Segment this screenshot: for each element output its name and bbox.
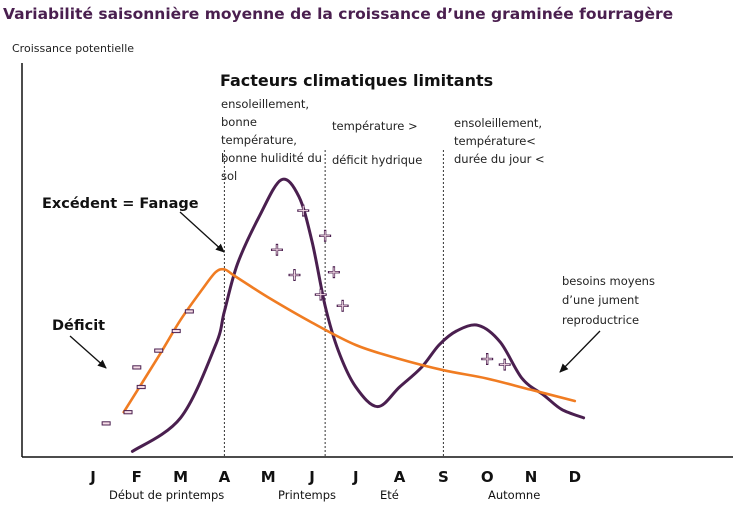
y-axis-label: Croissance potentielle (12, 42, 134, 55)
deficit-minus-marker (101, 421, 111, 426)
month-tick-label: O (481, 468, 494, 486)
month-tick-label: N (525, 468, 538, 486)
month-tick-label: J (89, 468, 96, 486)
month-tick-label: M (173, 468, 188, 486)
excess-plus-marker (319, 229, 332, 242)
month-tick-label: A (394, 468, 406, 486)
besoins-label: besoins moyens d’une jument reproductric… (562, 274, 659, 327)
deficit-minus-marker (184, 309, 194, 314)
annotation-col2-temperature: température > (332, 119, 418, 133)
growth-curve-line (130, 177, 586, 453)
excess-plus-marker (270, 243, 283, 256)
season-automne: Automne (488, 488, 540, 502)
excess-plus-marker (297, 204, 310, 217)
deficit-arrow (69, 335, 107, 369)
deficit-minus-marker (154, 348, 164, 353)
deficit-minus-marker (171, 328, 181, 334)
besoins-arrow (559, 330, 601, 373)
season-printemps: Printemps (278, 488, 336, 502)
deficit-minus-marker (136, 384, 146, 390)
month-tick-label: D (569, 468, 581, 486)
season-dividers (223, 150, 444, 457)
needs-curve-line (122, 267, 577, 414)
markers-layer (101, 204, 511, 426)
month-tick-label: F (132, 468, 142, 486)
annotation-col2-deficit: déficit hydrique (332, 153, 422, 167)
excess-plus-marker (288, 269, 301, 281)
annotation-col3: ensoleillement, température< durée du jo… (454, 116, 546, 166)
annotation-header: Facteurs climatiques limitants (220, 71, 493, 90)
month-tick-label: J (308, 468, 315, 486)
excess-plus-marker (481, 353, 494, 365)
excess-plus-marker (327, 266, 340, 279)
chart-title: Variabilité saisonnière moyenne de la cr… (3, 5, 673, 23)
deficit-minus-marker (132, 365, 142, 370)
excess-plus-marker (314, 288, 327, 301)
deficit-label: Déficit (52, 318, 105, 334)
season-ete: Eté (380, 488, 399, 502)
series-layer (122, 177, 586, 453)
month-tick-label: J (352, 468, 359, 486)
excedent-label: Excédent = Fanage (42, 196, 199, 212)
excess-plus-marker (336, 299, 349, 312)
deficit-minus-marker (123, 410, 133, 415)
season-debut-printemps: Début de printemps (109, 488, 224, 502)
excedent-arrow (179, 211, 225, 253)
month-tick-label: S (438, 468, 449, 486)
month-tick-label: M (261, 468, 276, 486)
excess-plus-marker (498, 358, 511, 371)
month-tick-label: A (219, 468, 231, 486)
annotation-col1: ensoleillement, bonne température, bonne… (221, 97, 326, 183)
